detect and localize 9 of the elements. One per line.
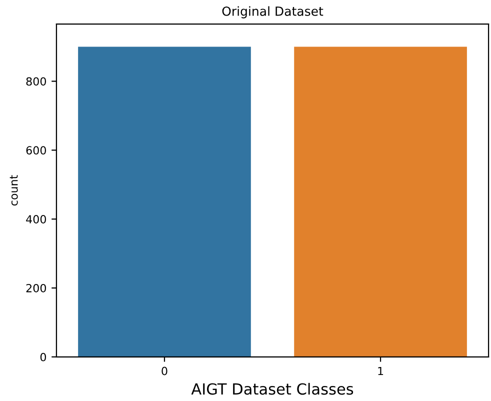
y-tick-label: 800 xyxy=(26,77,46,86)
x-axis-title: AIGT Dataset Classes xyxy=(191,382,354,395)
y-tick-label: 600 xyxy=(26,146,46,155)
y-tick-label: 200 xyxy=(26,284,46,292)
y-tick-label: 0 xyxy=(40,352,46,362)
chart-title: Original Dataset xyxy=(222,6,324,18)
x-tick-label: 1 xyxy=(378,366,384,376)
y-axis-title: count xyxy=(10,175,18,206)
y-tick-label: 400 xyxy=(26,215,46,224)
